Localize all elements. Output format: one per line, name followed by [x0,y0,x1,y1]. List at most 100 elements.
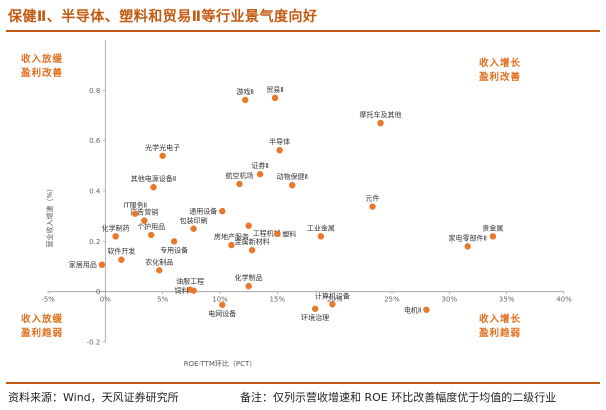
x-tick-label: 0% [100,296,111,304]
y-tick-label: 0.8 [89,87,100,95]
title-underline [6,30,600,32]
point-label: 广告营销 [130,208,158,217]
point-label: 环境治理 [301,313,329,322]
point-label: 个护用品 [137,222,165,231]
scatter-point [131,210,139,217]
scatter-point [159,152,166,159]
point-label: 塑料 [282,229,296,238]
point-label: 化学制品 [235,273,263,282]
scatter-point [329,301,336,308]
point-label: 农化制品 [145,257,173,266]
quadrant-label-line: 收入增长 [479,57,521,69]
x-tick-label: 25% [384,296,400,304]
point-label: 饲料 [175,286,189,295]
y-tick-label: 0.4 [89,188,101,196]
scatter-point [423,306,430,313]
y-tick-label: 0.2 [89,238,100,246]
x-tick-label: -5% [41,296,55,304]
point-label: 游戏Ⅱ [237,87,254,96]
footer-rule [6,382,600,384]
scatter-point [190,225,197,232]
scatter-point [236,180,243,188]
axes: -5% 0% 5% 10% 15% 20% 25% 30% 35% 40% -0.2 0 0.2 0.4 0… [41,40,572,347]
point-label: 半导体 [269,137,290,146]
point-label: 电机Ⅱ [404,305,421,314]
point-label: 计算机设备 [315,291,350,300]
scatter-point [170,238,178,245]
x-tick-label: 20% [327,296,343,304]
scatter-point [190,287,197,294]
point-label: 贸易Ⅱ [266,85,283,94]
point-label: 其他电源设备Ⅱ [131,174,176,183]
scatter-point [464,243,471,250]
quadrant-label-top-left: 收入放缓盈利改善 [20,53,63,79]
scatter-point [219,301,226,308]
quadrant-label-top-right: 收入增长盈利改善 [478,57,521,83]
scatter-point [271,94,279,102]
point-label: 专用设备 [160,245,188,254]
scatter-point [219,207,226,215]
point-label: 工程机械 [253,229,281,238]
scatter-point [489,233,497,240]
scatter-point [311,305,319,312]
quadrant-label-bottom-left: 收入放缓盈利趋弱 [20,313,63,339]
quadrant-label-line: 收入放缓 [21,53,63,65]
point-label: 通用设备 [189,207,217,216]
quadrant-label-line: 盈利改善 [478,71,521,83]
page-title: 保健Ⅱ、半导体、塑料和贸易Ⅱ等行业景气度向好 [8,9,318,25]
quadrant-label-line: 收入增长 [479,313,521,325]
y-tick-label: 0.6 [89,137,101,145]
point-label: 光学光电子 [145,143,180,152]
scatter-point [317,233,325,240]
y-tick-label: -0.2 [87,339,101,347]
scatter-point [156,267,163,274]
point-label: IT服务Ⅱ [123,201,147,210]
x-tick-label: 15% [270,296,286,304]
point-label: 包装印刷 [180,216,208,225]
x-tick-label: 5% [157,296,168,304]
point-label: 化学制药 [102,223,130,232]
scatter-point [242,96,249,104]
x-tick-label: 30% [442,296,458,304]
quadrant-label-line: 盈利趋弱 [20,327,63,339]
footnote: 备注：仅列示营收增速和 ROE 环比改善幅度优于均值的二级行业 [240,391,557,404]
point-label: 油服工程 [176,277,204,286]
y-tick-label: 0 [96,288,100,296]
point-label: 电网设备 [208,309,236,318]
quadrant-label-line: 收入放缓 [21,313,63,325]
point-label: 家居用品 [69,260,97,269]
scatter-point [228,241,235,249]
scatter-point [118,256,125,263]
point-label: 证券Ⅱ [251,161,268,170]
point-label: 金属新材料 [235,237,270,246]
point-label: 动物保健Ⅱ [277,172,308,181]
point-label: 航空机场 [225,171,253,180]
scatter-point [276,147,283,154]
scatter-point [248,246,256,254]
point-label: 房地产服务 [214,232,249,241]
point-label: 元件 [366,194,380,203]
scatter-point [369,203,376,210]
x-tick-label: 40% [556,296,572,304]
y-axis-title: 营业收入增速（%） [45,185,54,248]
scatter-point [245,222,252,229]
scatter-point [289,182,296,189]
x-tick-label: 10% [212,296,228,304]
scatter-chart: -5% 0% 5% 10% 15% 20% 25% 30% 35% 40% -0.2 0 0.2 0.4 0… [20,40,572,368]
scatter-point [274,230,281,237]
scatter-point [141,217,148,224]
point-label: 摩托车及其他 [360,110,402,119]
scatter-point [98,261,106,268]
scatter-point [256,170,264,178]
point-label: 贵金属 [482,223,503,232]
scatter-point [245,282,252,290]
quadrant-label-line: 盈利改善 [20,67,63,79]
x-axis-title: ROE-TTM环比（PCT） [184,359,257,368]
x-tick-label: 35% [499,296,515,304]
quadrant-label-line: 盈利趋弱 [478,327,521,339]
point-label: 家电零部件Ⅱ [448,233,486,242]
quadrant-label-bottom-right: 收入增长盈利趋弱 [478,313,521,339]
scatter-point [150,184,157,191]
